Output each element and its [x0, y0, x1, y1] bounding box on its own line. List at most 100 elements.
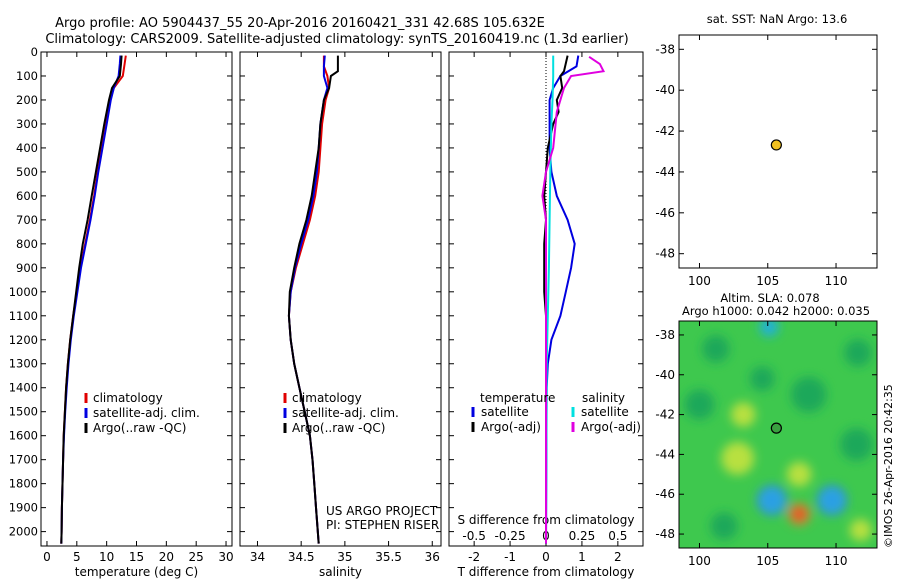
y-tick-label: 1000	[9, 285, 38, 299]
x-tick-label: 110	[825, 274, 848, 288]
y-tick-label: -44	[655, 447, 675, 461]
pi-credit: PI: STEPHEN RISER	[326, 518, 439, 532]
panel-sla-map: 100 105 110 -38 -40 -42 -44 -46 -48 Altim. SLA: 0…	[655, 291, 878, 568]
float-position-marker	[770, 422, 782, 434]
project-credit: US ARGO PROJECT	[326, 504, 438, 518]
x-axis-label: salinity	[319, 565, 362, 579]
y-tick-label: 1200	[9, 333, 38, 347]
x-tick-label: 0	[43, 550, 51, 564]
series-line	[545, 55, 555, 544]
map-subtitle: Argo h1000: 0.042 h2000: 0.035	[682, 304, 870, 318]
y-tick-label: 1100	[9, 309, 38, 323]
x-tick-label: 36	[425, 550, 440, 564]
y-tick-label: 300	[16, 117, 38, 131]
series-line	[60, 55, 122, 544]
y-tick-label: 200	[16, 93, 38, 107]
y-tick-label: 400	[16, 141, 38, 155]
figure-title-line2: Climatology: CARS2009. Satellite-adjuste…	[45, 32, 628, 47]
series-line	[541, 55, 606, 544]
y-tick-label: -48	[655, 247, 675, 261]
heatmap-core	[767, 495, 777, 505]
y-tick-label: 1300	[9, 357, 38, 371]
y-tick-label: -48	[655, 527, 675, 541]
heatmap-blob	[730, 402, 756, 427]
x-tick-label: 10	[99, 550, 114, 564]
legend-label: satellite-adj. clim.	[292, 406, 399, 420]
x-tick-label: -2	[468, 550, 480, 564]
y-tick-label: -42	[655, 408, 675, 422]
x-tick-label: 105	[756, 274, 779, 288]
legend-label: Argo(..raw -QC)	[292, 421, 385, 435]
x-tick-label: 20	[159, 550, 174, 564]
x-tick-label: 110	[825, 554, 848, 568]
y-tick-label: 1400	[9, 381, 38, 395]
heatmap-field	[679, 321, 877, 548]
heatmap-blob	[721, 442, 755, 475]
y-tick-label: -42	[655, 124, 675, 138]
heatmap-blob	[710, 512, 738, 540]
x-tick-label: 100	[688, 554, 711, 568]
x-tick-label: 34	[250, 550, 265, 564]
figure-title-line1: Argo profile: AO 5904437_55 20-Apr-2016 …	[55, 16, 545, 31]
x-tick-label: 15	[129, 550, 144, 564]
y-tick-label: 800	[16, 237, 38, 251]
legend-label: satellite	[481, 405, 529, 419]
x-tick-label: 34.5	[288, 550, 315, 564]
heatmap-blob	[849, 519, 872, 542]
heatmap-blob	[786, 462, 812, 487]
y-tick-label: -40	[655, 83, 675, 97]
y-tick-label: 600	[16, 189, 38, 203]
y-tick-label: 2000	[9, 525, 38, 539]
panel-sst-map: 100 105 110 -38 -40 -42 -44 -46 -48 sat. SST: NaN…	[655, 12, 878, 288]
x-tick-label: 30	[218, 550, 233, 564]
heatmap-blob	[790, 376, 827, 413]
s-tick-label: 0.5	[608, 529, 627, 543]
float-position-marker	[770, 139, 782, 151]
map-frame	[678, 34, 878, 269]
s-tick-label: -0.25	[495, 529, 526, 543]
heatmap-blob	[840, 428, 873, 461]
y-tick-label: -46	[655, 206, 675, 220]
legend-label: satellite-adj. clim.	[93, 406, 200, 420]
x-tick-label: 1	[578, 550, 586, 564]
legend-title-temperature: temperature	[480, 391, 555, 405]
map-title: Altim. SLA: 0.078	[720, 291, 819, 305]
y-tick-label: -38	[655, 328, 675, 342]
heatmap-core	[793, 508, 805, 520]
heatmap-cells	[684, 321, 873, 542]
y-tick-label: -44	[655, 165, 675, 179]
heatmap-blob	[759, 321, 779, 337]
map-title: sat. SST: NaN Argo: 13.6	[707, 12, 848, 26]
y-tick-label: 500	[16, 165, 38, 179]
legend-label: satellite	[581, 405, 629, 419]
legend-label: Argo(-adj)	[481, 420, 541, 434]
heatmap-blob	[684, 389, 715, 420]
series-line	[287, 55, 331, 544]
series-line	[545, 55, 580, 544]
y-tick-label: 1700	[9, 453, 38, 467]
s-tick-label: -0.5	[462, 529, 485, 543]
y-tick-label: -40	[655, 368, 675, 382]
y-tick-label: -46	[655, 487, 675, 501]
x-tick-label: 25	[189, 550, 204, 564]
y-tick-label: 1900	[9, 501, 38, 515]
y-tick-label: 100	[16, 69, 38, 83]
map-frame	[678, 320, 878, 549]
x-tick-label: 105	[756, 554, 779, 568]
heatmap-blob	[702, 335, 730, 363]
y-tick-label: 0	[31, 45, 38, 59]
heatmap-blob	[750, 366, 775, 392]
heatmap-blob	[844, 339, 872, 367]
s-tick-label: 0.25	[569, 529, 596, 543]
x-axis-label: T difference from climatology	[457, 565, 635, 579]
y-tick-label: 900	[16, 261, 38, 275]
y-tick-label: 1800	[9, 477, 38, 491]
heatmap-core	[827, 495, 837, 505]
watermark: ©IMOS 26-Apr-2016 20:42:35	[882, 384, 895, 548]
legend-label: climatology	[292, 391, 362, 405]
series-line	[287, 55, 339, 544]
x-tick-label: 100	[688, 274, 711, 288]
plot-frame	[239, 51, 442, 547]
